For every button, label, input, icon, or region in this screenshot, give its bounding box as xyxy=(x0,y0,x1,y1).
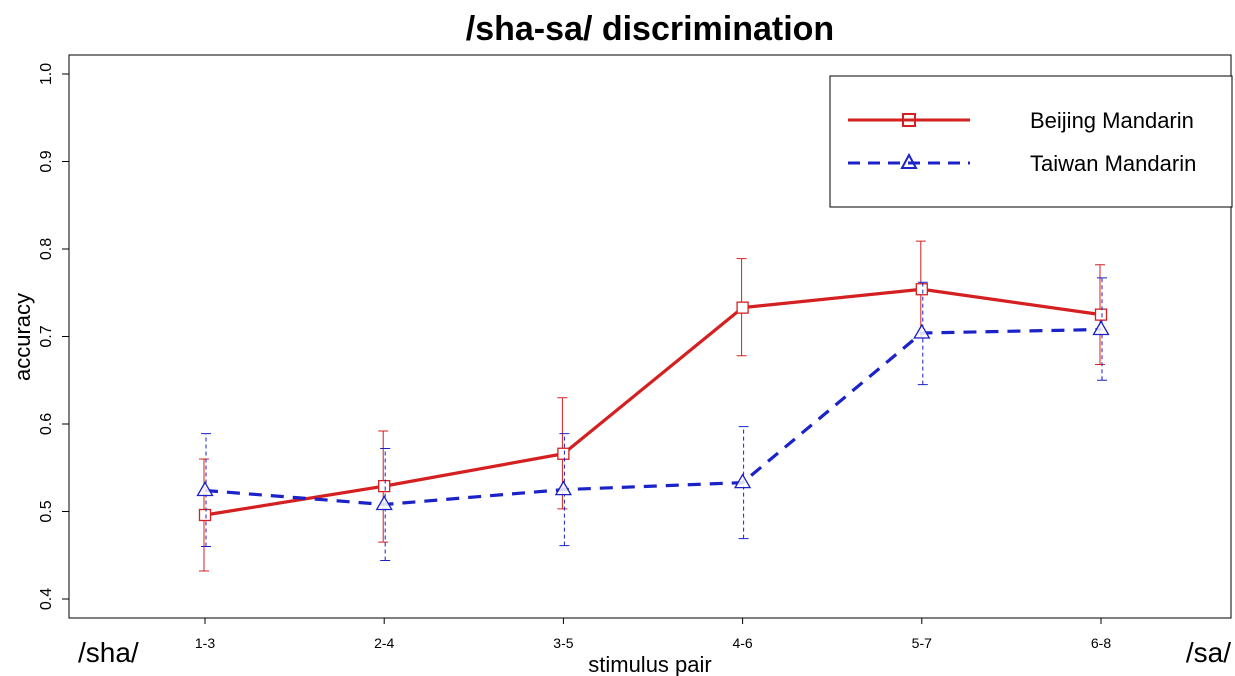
data-point-marker xyxy=(554,480,573,496)
x-tick-label: 5-7 xyxy=(912,635,932,651)
y-tick-label: 0.6 xyxy=(38,413,55,435)
x-axis: 1-3 2-4 3-5 4-6 5-7 6-8 xyxy=(195,618,1111,651)
y-tick-label: 0.4 xyxy=(38,588,55,610)
legend-marker-square xyxy=(902,113,916,127)
y-tick-label: 1.0 xyxy=(38,63,55,85)
y-tick-label: 0.7 xyxy=(38,325,55,347)
legend-box xyxy=(829,75,1233,208)
y-tick-label: 0.8 xyxy=(38,238,55,260)
left-endpoint-label: /sha/ xyxy=(78,637,139,668)
data-point-marker xyxy=(557,447,570,460)
x-tick-label: 6-8 xyxy=(1091,635,1111,651)
data-point-marker xyxy=(913,323,931,339)
chart-title: /sha-sa/ discrimination xyxy=(466,10,834,48)
y-axis: 0.4 0.5 0.6 0.7 0.8 0.9 1.0 xyxy=(38,63,69,610)
data-point-marker xyxy=(198,508,212,522)
x-tick-label: 4-6 xyxy=(732,635,752,651)
x-tick-label: 2-4 xyxy=(374,635,394,651)
x-tick-label: 1-3 xyxy=(195,635,215,651)
data-point-marker xyxy=(733,473,752,489)
legend-marker-triangle xyxy=(900,152,918,169)
data-point-marker xyxy=(736,301,749,314)
series-line xyxy=(204,327,1102,507)
y-tick-label: 0.5 xyxy=(38,500,55,522)
right-endpoint-label: /sa/ xyxy=(1186,637,1231,668)
data-point-marker xyxy=(915,283,928,296)
legend-label-taiwan: Taiwan Mandarin xyxy=(1030,151,1196,176)
series-taiwan xyxy=(196,277,1110,561)
series-line xyxy=(204,287,1102,517)
data-point-marker xyxy=(375,495,393,511)
series-layer xyxy=(196,240,1110,572)
legend: Beijing Mandarin Taiwan Mandarin xyxy=(829,75,1233,208)
data-point-marker xyxy=(1094,308,1108,321)
x-axis-label: stimulus pair xyxy=(588,652,711,676)
data-point-marker xyxy=(1092,320,1110,336)
data-point-marker xyxy=(196,481,214,497)
data-point-marker xyxy=(378,479,391,493)
series-beijing xyxy=(198,240,1108,572)
legend-label-beijing: Beijing Mandarin xyxy=(1030,108,1194,133)
y-axis-label: accuracy xyxy=(10,293,35,381)
x-tick-label: 3-5 xyxy=(553,635,573,651)
y-tick-label: 0.9 xyxy=(38,150,55,172)
